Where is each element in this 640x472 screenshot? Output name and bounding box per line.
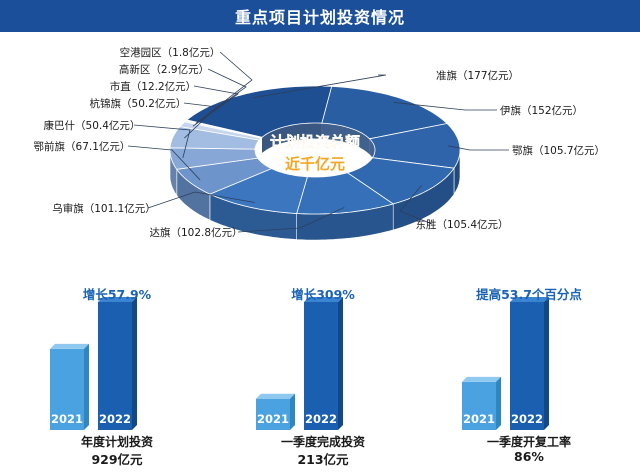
bar-group-annual-plan: 2021 2022 增长57.9% 年度计划投资 929亿元 xyxy=(22,270,212,472)
bar-year-label-2022: 2022 xyxy=(305,412,337,426)
bar-side-2022 xyxy=(338,297,343,430)
donut-slice-康巴什 xyxy=(169,147,259,170)
slice-label-空港园区: 空港园区（1.8亿元） xyxy=(120,46,221,59)
slice-label-东胜: 东胜（105.4亿元） xyxy=(415,218,508,231)
slice-label-康巴什: 康巴什（50.4亿元） xyxy=(44,119,141,132)
bar-side-2021 xyxy=(496,376,501,430)
slice-label-伊旗: 伊旗（152亿元） xyxy=(500,104,583,117)
bar-side-2021 xyxy=(84,343,89,430)
bar-group-q1-completed: 2021 2022 增长309% 一季度完成投资 213亿元 xyxy=(228,270,418,472)
bar-chart-q1-completed: 2021 2022 xyxy=(256,297,343,430)
bar-top-2022 xyxy=(98,297,137,302)
chart-title: 一季度完成投资 xyxy=(280,435,365,449)
bar-side-2021 xyxy=(290,393,295,430)
chart-title: 一季度开复工率 xyxy=(486,435,571,449)
leader-line-达旗 xyxy=(237,207,345,233)
bar-top-2021 xyxy=(50,343,89,349)
donut-slice-空港园区 xyxy=(185,119,263,139)
bar-2022 xyxy=(304,302,338,430)
growth-annotation: 增长57.9% xyxy=(82,287,152,302)
bar-chart-annual-plan: 2021 2022 xyxy=(50,297,137,430)
bar-group-q1-start-rate: 2021 2022 提高53.7个百分点 一季度开复工率 86% xyxy=(434,270,624,472)
bar-top-2021 xyxy=(256,393,295,399)
chart-title: 年度计划投资 xyxy=(80,435,153,449)
slice-label-高新区: 高新区（2.9亿元） xyxy=(119,63,209,76)
page-title: 重点项目计划投资情况 xyxy=(234,8,405,27)
donut-slice-准旗 xyxy=(186,85,333,138)
bar-2021 xyxy=(50,348,84,430)
leader-line-康巴什 xyxy=(133,124,191,159)
leader-line-高新区 xyxy=(195,68,247,124)
growth-annotation: 增长309% xyxy=(291,287,355,302)
leader-line-准旗 xyxy=(252,74,387,99)
title-banner: 重点项目计划投资情况 xyxy=(0,0,640,32)
leader-line-乌审旗 xyxy=(147,191,255,209)
donut-slice-达旗 xyxy=(296,172,395,215)
bar-2021 xyxy=(256,398,290,430)
total-value: 213亿元 xyxy=(297,452,349,467)
center-label-line1: 计划投资总额 xyxy=(270,133,360,151)
bar-year-label-2022: 2022 xyxy=(99,412,131,426)
slice-label-鄂前旗: 鄂前旗（67.1亿元） xyxy=(34,140,131,153)
slice-label-达旗: 达旗（102.8亿元） xyxy=(149,226,242,239)
slice-label-杭锦旗: 杭锦旗（50.2亿元） xyxy=(90,97,187,110)
leader-line-鄂前旗 xyxy=(127,145,201,181)
total-value: 929亿元 xyxy=(91,452,143,467)
bar-year-label-2021: 2021 xyxy=(463,412,495,426)
slice-label-市直: 市直（12.2亿元） xyxy=(110,80,196,93)
donut-slice-鄂旗 xyxy=(368,123,461,169)
leader-line-空港园区 xyxy=(196,51,253,123)
leader-line-东胜 xyxy=(399,185,433,225)
bar-year-label-2022: 2022 xyxy=(511,412,543,426)
donut-slice-伊旗 xyxy=(321,85,448,140)
bar-2022 xyxy=(98,302,132,430)
donut-slice-东胜 xyxy=(346,157,455,205)
bar-year-label-2021: 2021 xyxy=(257,412,289,426)
bar-chart-q1-start-rate: 2021 2022 xyxy=(462,297,549,430)
bar-year-label-2021: 2021 xyxy=(51,412,83,426)
donut-slice-鄂前旗 xyxy=(176,157,273,195)
donut-slice-乌审旗 xyxy=(208,168,308,214)
leader-line-伊旗 xyxy=(393,102,497,111)
bar-side-2022 xyxy=(132,297,137,430)
bar-2021 xyxy=(462,381,496,430)
bar-top-2021 xyxy=(462,376,501,382)
donut-inner-0 xyxy=(262,123,322,153)
bar-2022 xyxy=(510,302,544,430)
leader-line-市直 xyxy=(192,85,240,127)
slice-label-鄂旗: 鄂旗（105.7亿元） xyxy=(512,144,605,157)
donut-inner-1 xyxy=(321,123,370,155)
donut-tops xyxy=(169,85,461,215)
bar-top-2022 xyxy=(304,297,343,302)
growth-annotation: 提高53.7个百分点 xyxy=(476,287,582,302)
bar-top-2022 xyxy=(510,297,549,302)
slice-label-准旗: 准旗（177亿元） xyxy=(436,69,519,82)
donut-slice-市直 xyxy=(179,121,263,141)
donut-slice-杭锦旗 xyxy=(169,126,260,150)
leader-line-鄂旗 xyxy=(448,145,509,151)
total-value: 86% xyxy=(514,449,544,464)
center-label-line2: 近千亿元 xyxy=(285,155,345,173)
bar-side-2022 xyxy=(544,297,549,430)
slice-label-乌审旗: 乌审旗（101.1亿元） xyxy=(52,202,156,215)
